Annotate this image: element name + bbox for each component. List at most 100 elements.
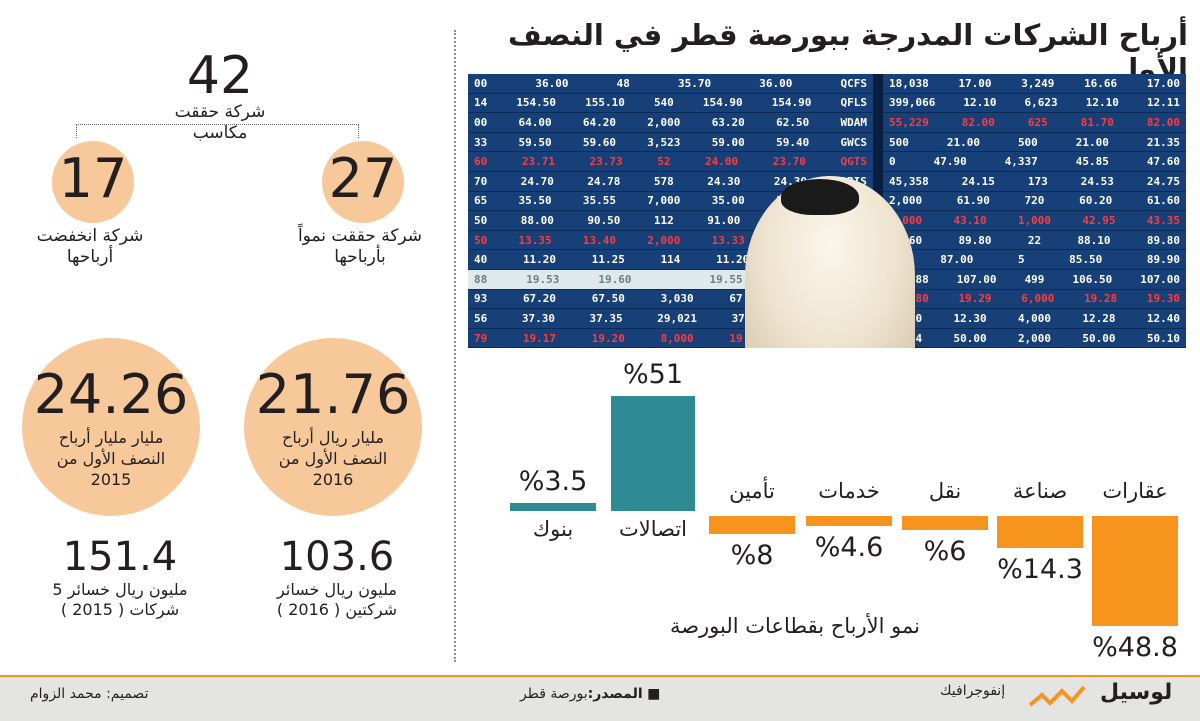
- board-cell: 50.10: [1146, 331, 1180, 345]
- board-cell: 17.00: [958, 76, 992, 90]
- board-cell: 21.00: [946, 135, 980, 149]
- board-cell: 59.60: [582, 135, 617, 149]
- board-cell: 42.95: [1082, 213, 1116, 227]
- board-row: 33 59.50 59.60 3,523 59.00 59.40 GWCS: [468, 133, 873, 153]
- board-cell: 154.90: [702, 96, 743, 110]
- board-row: 2,000 61.90 720 60.20 61.60: [883, 192, 1186, 212]
- board-cell: 2,000: [647, 115, 681, 129]
- board-cell: 24.78: [587, 174, 621, 188]
- board-cell: 24.75: [1146, 174, 1180, 188]
- source-value: بورصة قطر: [520, 686, 588, 702]
- board-cell: 37.35: [589, 311, 623, 325]
- board-cell: 91.00: [707, 213, 741, 227]
- board-cell: 33: [474, 135, 488, 149]
- board-cell: 19.29: [958, 292, 992, 306]
- board-cell: 00: [474, 76, 488, 90]
- board-cell: 67.50: [591, 292, 625, 306]
- board-cell: 23.71: [521, 155, 555, 169]
- profits-2016-value: 21.76: [255, 363, 411, 426]
- bar-3: [806, 516, 892, 527]
- board-cell: 43.35: [1146, 213, 1180, 227]
- bar-1: [611, 396, 695, 511]
- board-cell: 540: [653, 96, 674, 110]
- board-row: 60 23.71 23.73 52 24.00 23.70 QGTS: [468, 152, 873, 172]
- board-row: 45,358 24.15 173 24.53 24.75: [883, 172, 1186, 192]
- board-cell: 67.20: [522, 292, 557, 306]
- board-cell: 12.10: [1085, 96, 1119, 110]
- board-cell: 64.00: [518, 115, 552, 129]
- source-bullet: ■: [642, 686, 661, 702]
- board-cell: 14: [474, 96, 488, 110]
- board-cell: 173: [1027, 174, 1048, 188]
- board-cell: 24.15: [961, 174, 995, 188]
- footer: [0, 675, 1200, 721]
- board-cell: 56: [474, 311, 488, 325]
- board-cell: 82.00: [961, 115, 995, 129]
- board-cell: 21.00: [1075, 135, 1109, 149]
- board-cell: 19.30: [1146, 292, 1180, 306]
- bar-5: [997, 516, 1083, 549]
- source-credit: ■ المصدر:بورصة قطر: [520, 686, 660, 702]
- footer-accent-line: [0, 675, 1200, 677]
- board-cell: 23.70: [772, 155, 806, 169]
- board-cell: QFLS: [840, 96, 868, 110]
- board-cell: 47.60: [1146, 155, 1180, 169]
- value-label: %51: [622, 359, 683, 391]
- growth-circle: [322, 141, 404, 223]
- board-cell: 24.30: [707, 174, 741, 188]
- board-cell: 82.00: [1146, 115, 1180, 129]
- board-cell: 47.90: [933, 155, 967, 169]
- board-cell: 107.00: [1140, 272, 1180, 286]
- board-cell: 63.20: [711, 115, 745, 129]
- board-cell: 00: [474, 115, 488, 129]
- board-cell: 19.20: [591, 331, 625, 345]
- profit-companies-label: شركة حققت مكاسب: [174, 102, 266, 144]
- board-cell: 2,000: [889, 194, 923, 208]
- board-row: 399,066 12.10 6,623 12.10 12.11: [883, 94, 1186, 114]
- board-cell: 61.90: [956, 194, 990, 208]
- board-cell: 89.90: [1146, 253, 1180, 267]
- board-cell: 19.60: [598, 272, 632, 286]
- board-row: 55,229 82.00 625 81.70 82.00: [883, 113, 1186, 133]
- board-cell: 22: [1027, 233, 1042, 247]
- losses-2015-label: مليون ريال خسائر 5 شركات ( 2015 ): [52, 580, 188, 619]
- board-cell: 154.90: [771, 96, 812, 110]
- board-cell: 12.28: [1082, 311, 1116, 325]
- board-cell: 23.73: [589, 155, 623, 169]
- value-label: %3.5: [518, 466, 588, 498]
- value-label: %8: [730, 540, 774, 571]
- board-cell: 106.50: [1072, 272, 1113, 286]
- board-cell: 12.40: [1146, 311, 1180, 325]
- board-cell: 7,000: [647, 194, 681, 208]
- board-cell: 3,523: [647, 135, 681, 149]
- logo-swoosh-icon: [1028, 685, 1086, 707]
- board-cell: 48: [616, 76, 630, 90]
- board-cell: 88.10: [1077, 233, 1111, 247]
- board-cell: 85.50: [1069, 253, 1103, 267]
- board-cell: 37.30: [521, 311, 555, 325]
- board-cell: 60.20: [1079, 194, 1113, 208]
- board-cell: 50.00: [1082, 331, 1116, 345]
- brand-logo: لوسيل: [1100, 680, 1173, 705]
- board-cell: 60: [474, 155, 488, 169]
- board-cell: 45.85: [1075, 155, 1109, 169]
- board-cell: 36.00: [759, 76, 793, 90]
- stock-board-right: 18,038 17.00 3,249 16.66 17.00 399,066 12.10 6,…: [883, 74, 1186, 348]
- board-cell: 500: [889, 135, 909, 149]
- person-agal: [781, 179, 859, 215]
- board-cell: 2,000: [647, 233, 681, 247]
- losses-2015-value: 151.4: [62, 534, 178, 580]
- losses-2016-value: 103.6: [279, 534, 395, 580]
- board-cell: 50.00: [953, 331, 987, 345]
- board-cell: GWCS: [840, 135, 867, 149]
- category-label: صناعة: [1012, 479, 1068, 503]
- board-cell: 6,000: [1021, 292, 1055, 306]
- page-title: أرباح الشركات المدرجة ببورصة قطر في النص…: [508, 18, 1188, 86]
- board-cell: 19.17: [522, 331, 557, 345]
- growth-count: 27: [328, 147, 398, 210]
- board-cell: 24.53: [1080, 174, 1114, 188]
- chart-title: نمو الأرباح بقطاعات البورصة: [669, 614, 920, 638]
- board-row: 4,000 43.10 1,000 42.95 43.35: [883, 211, 1186, 231]
